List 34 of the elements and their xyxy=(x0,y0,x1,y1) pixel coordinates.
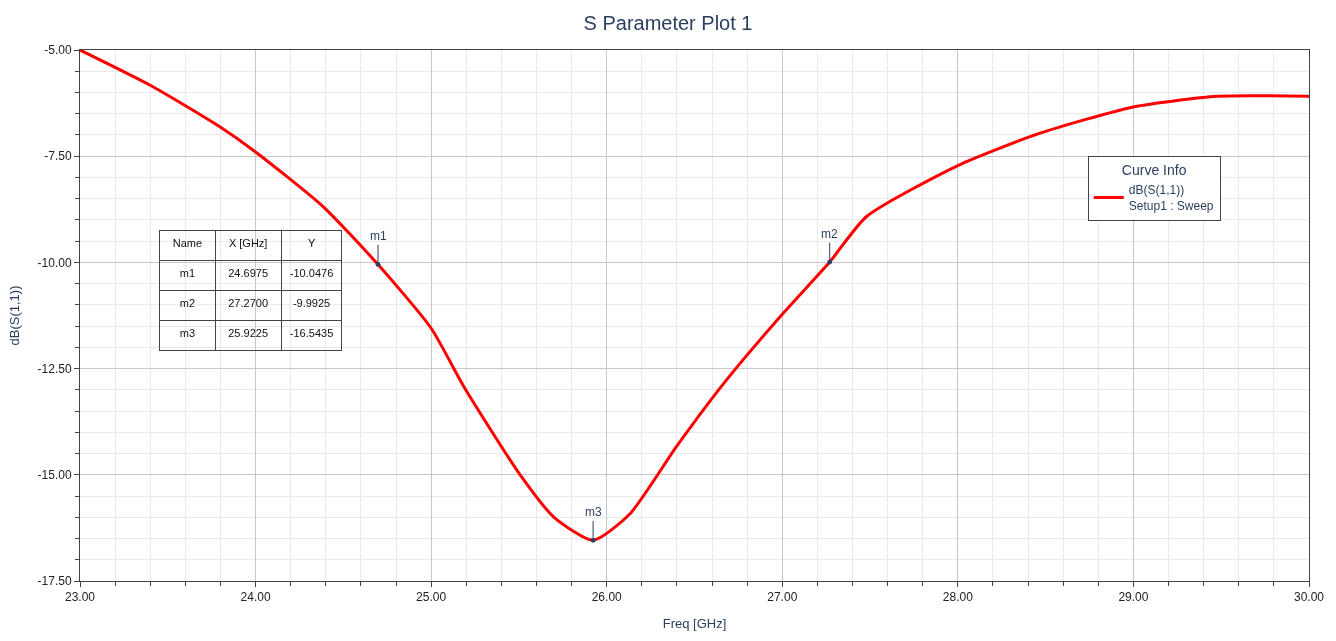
annotation: 27.2700 xyxy=(228,296,269,309)
x-axis-title: Freq [GHz] xyxy=(662,616,727,631)
x-tick-label: 28.00 xyxy=(942,590,974,605)
annotation: m1 xyxy=(370,229,387,243)
legend-label: dB(S(1,1)) Setup1 : Sweep xyxy=(1128,183,1214,213)
annotation: -9.9925 xyxy=(292,296,331,309)
x-tick-label: 30.00 xyxy=(1293,590,1325,605)
legend-title: Curve Info xyxy=(1121,162,1187,179)
y-tick-label: -17.50 xyxy=(37,574,72,589)
x-tick-label: 27.00 xyxy=(767,590,798,605)
annotation: m2 xyxy=(179,296,196,309)
annotation: 25.9225 xyxy=(228,326,269,339)
y-tick-label: -12.50 xyxy=(37,361,72,376)
y-tick-label: -15.00 xyxy=(37,468,72,482)
y-tick-label: -10.00 xyxy=(37,255,72,270)
annotation: Y xyxy=(307,236,316,249)
x-tick-label: 24.00 xyxy=(240,590,271,605)
annotation: -16.5435 xyxy=(289,326,334,339)
annotation: -10.0476 xyxy=(289,266,334,279)
x-tick-label: 26.00 xyxy=(591,590,623,605)
chart-title: S Parameter Plot 1 xyxy=(583,12,753,35)
y-tick-label: -7.50 xyxy=(44,149,72,164)
y-tick-label: -5.00 xyxy=(44,43,72,58)
annotation: m3 xyxy=(179,326,196,339)
annotation: 24.6975 xyxy=(228,266,269,279)
x-tick-label: 29.00 xyxy=(1118,590,1149,605)
annotation: m1 xyxy=(179,266,196,279)
annotation: m2 xyxy=(821,227,838,241)
annotation: Name xyxy=(172,236,203,249)
annotation: m3 xyxy=(585,505,602,519)
x-tick-label: 25.00 xyxy=(416,590,447,605)
annotation: X [GHz] xyxy=(228,236,268,249)
x-tick-label: 23.00 xyxy=(64,590,96,605)
y-axis-title: dB(S(1,1)) xyxy=(6,285,22,346)
